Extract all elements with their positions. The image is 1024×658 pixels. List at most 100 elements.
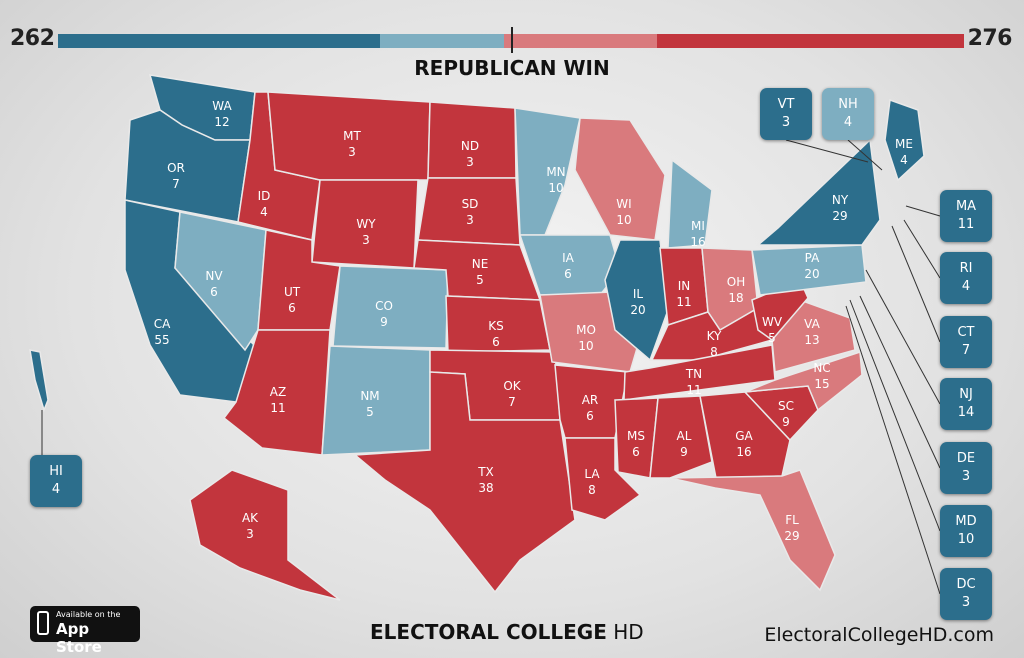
state-electoral-votes: 7 — [172, 177, 180, 191]
state-shape-ny[interactable] — [755, 138, 881, 246]
state-electoral-votes: 11 — [686, 383, 701, 397]
republican-total: 276 — [967, 26, 1013, 51]
state-callout-vt[interactable]: VT 3 — [760, 88, 812, 140]
callout-electoral-votes: 3 — [781, 115, 791, 130]
state-electoral-votes: 8 — [710, 345, 718, 359]
callout-abbr: RI — [959, 261, 973, 276]
state-abbr: MT — [343, 129, 361, 143]
state-abbr: AZ — [270, 385, 286, 399]
state-abbr: FL — [785, 513, 799, 527]
callout-electoral-votes: 10 — [957, 532, 975, 547]
state-abbr: PA — [805, 251, 820, 265]
site-url[interactable]: ElectoralCollegeHD.com — [764, 624, 994, 646]
state-shape-pa[interactable] — [751, 244, 867, 296]
state-electoral-votes: 20 — [630, 303, 645, 317]
state-label-pa: PA 20 — [804, 251, 820, 281]
state-shape-la[interactable] — [564, 437, 642, 521]
state-label-mt: MT 3 — [343, 129, 361, 159]
state-callout-nj[interactable]: NJ 14 — [940, 378, 992, 430]
state-callout-ma[interactable]: MA 11 — [940, 190, 992, 242]
state-electoral-votes: 16 — [736, 445, 751, 459]
state-abbr: TN — [685, 367, 702, 381]
state-abbr: MS — [627, 429, 645, 443]
state-label-nv: NV 6 — [205, 269, 223, 299]
state-abbr: CA — [154, 317, 171, 331]
state-abbr: MI — [691, 219, 705, 233]
state-label-il: IL 20 — [630, 287, 645, 317]
state-shape-mi[interactable] — [667, 158, 713, 249]
state-callout-md[interactable]: MD 10 — [940, 505, 992, 557]
state-electoral-votes: 3 — [466, 213, 474, 227]
brand-light: HD — [606, 620, 644, 644]
state-callout-de[interactable]: DE 3 — [940, 442, 992, 494]
state-abbr: ND — [461, 139, 479, 153]
state-abbr: GA — [735, 429, 753, 443]
state-callout-ct[interactable]: CT 7 — [940, 316, 992, 368]
state-label-mo: MO 10 — [576, 323, 596, 353]
state-electoral-votes: 6 — [586, 409, 594, 423]
phone-icon — [37, 611, 49, 635]
state-callout-ri[interactable]: RI 4 — [940, 252, 992, 304]
leader-line-nj — [865, 269, 941, 405]
state-shape-sd[interactable] — [417, 177, 521, 246]
state-shape-co[interactable] — [332, 265, 449, 349]
state-abbr: MO — [576, 323, 596, 337]
state-shape-nc[interactable] — [744, 350, 863, 412]
state-electoral-votes: 6 — [288, 301, 296, 315]
state-abbr: CO — [375, 299, 393, 313]
brand-bold: ELECTORAL COLLEGE — [370, 620, 607, 644]
state-callout-hi[interactable]: HI 4 — [30, 455, 82, 507]
state-electoral-votes: 55 — [154, 333, 169, 347]
state-abbr: NV — [205, 269, 223, 283]
state-callout-dc[interactable]: DC 3 — [940, 568, 992, 620]
callout-abbr: MA — [955, 199, 977, 214]
state-shape-ga[interactable] — [699, 391, 791, 479]
state-shape-az[interactable] — [222, 329, 331, 456]
state-callout-nh[interactable]: NH 4 — [822, 88, 874, 140]
state-abbr: NY — [832, 193, 849, 207]
state-label-nc: NC 15 — [813, 361, 830, 391]
state-electoral-votes: 7 — [508, 395, 516, 409]
callout-electoral-votes: 14 — [957, 405, 975, 420]
state-electoral-votes: 29 — [784, 529, 799, 543]
state-label-ne: NE 5 — [472, 257, 489, 287]
state-label-tx: TX 38 — [477, 465, 494, 495]
state-shape-ak[interactable] — [189, 469, 341, 601]
state-electoral-votes: 16 — [690, 235, 705, 249]
state-label-al: AL 9 — [677, 429, 692, 459]
state-shape-mn[interactable] — [514, 107, 581, 236]
state-abbr: IL — [633, 287, 644, 301]
state-abbr: AK — [242, 511, 259, 525]
state-abbr: MN — [546, 165, 565, 179]
state-shape-me[interactable] — [884, 98, 925, 182]
state-abbr: SC — [778, 399, 794, 413]
state-label-nm: NM 5 — [360, 389, 379, 419]
state-label-ia: IA 6 — [562, 251, 575, 281]
callout-abbr: DC — [956, 577, 976, 592]
state-electoral-votes: 6 — [632, 445, 640, 459]
callout-electoral-votes: 3 — [961, 595, 971, 610]
state-electoral-votes: 6 — [564, 267, 572, 281]
state-electoral-votes: 11 — [676, 295, 691, 309]
state-label-id: ID 4 — [258, 189, 271, 219]
state-abbr: WY — [356, 217, 376, 231]
state-electoral-votes: 10 — [616, 213, 631, 227]
state-label-me: ME 4 — [895, 137, 913, 167]
state-label-az: AZ 11 — [270, 385, 286, 415]
callout-abbr: NJ — [959, 387, 973, 402]
state-label-wv: WV 5 — [762, 315, 783, 345]
state-shape-fl[interactable] — [669, 469, 836, 592]
state-shape-nv[interactable] — [174, 211, 267, 352]
state-label-ny: NY 29 — [832, 193, 849, 223]
state-shape-al[interactable] — [649, 395, 713, 479]
state-label-ar: AR 6 — [582, 393, 599, 423]
state-label-fl: FL 29 — [784, 513, 799, 543]
state-abbr: LA — [584, 467, 600, 481]
app-store-badge[interactable]: Available on the App Store — [30, 606, 140, 656]
state-label-la: LA 8 — [584, 467, 600, 497]
state-shape-il[interactable] — [604, 239, 669, 362]
hawaii-islands-shape[interactable] — [29, 349, 49, 413]
app-store-line1: Available on the — [56, 610, 121, 619]
state-label-sd: SD 3 — [462, 197, 479, 227]
